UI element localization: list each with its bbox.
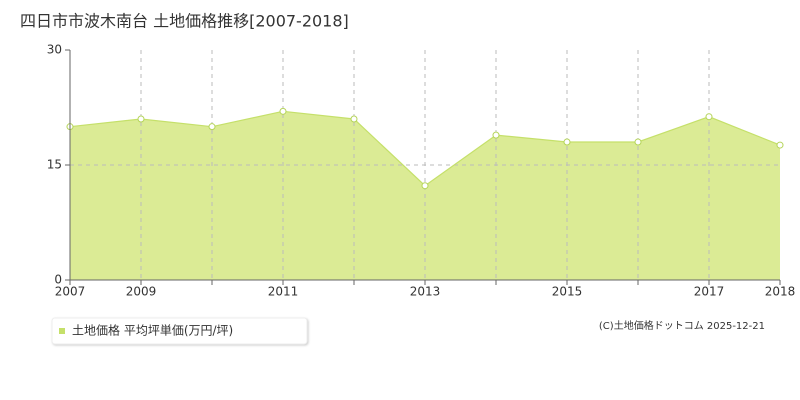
x-tick-label: 2018: [765, 285, 796, 299]
point: [563, 138, 571, 146]
chart-title: 四日市市波木南台 土地価格推移[2007-2018]: [20, 12, 349, 31]
y-tick-label: 15: [47, 158, 62, 172]
y-tick-label: 0: [54, 273, 62, 287]
point: [776, 141, 784, 149]
point: [208, 123, 216, 131]
x-tick-label: 2015: [552, 285, 583, 299]
x-tick-label: 2007: [55, 285, 86, 299]
x-tick-label: 2011: [268, 285, 299, 299]
legend-label: 土地価格 平均坪単価(万円/坪): [72, 323, 233, 338]
x-tick-label: 2009: [126, 285, 157, 299]
x-tick-label: 2013: [410, 285, 441, 299]
point: [137, 115, 145, 123]
point: [634, 138, 642, 146]
legend-box: [51, 317, 308, 345]
point: [705, 113, 713, 121]
point: [279, 107, 287, 115]
copyright: (C)土地価格ドットコム 2025-12-21: [599, 319, 765, 332]
legend: 土地価格 平均坪単価(万円/坪): [51, 317, 308, 345]
y-tick-label: 30: [47, 43, 62, 57]
legend-swatch: [59, 328, 65, 334]
point: [350, 115, 358, 123]
point: [492, 131, 500, 139]
x-tick-label: 2017: [694, 285, 725, 299]
point: [421, 182, 429, 190]
